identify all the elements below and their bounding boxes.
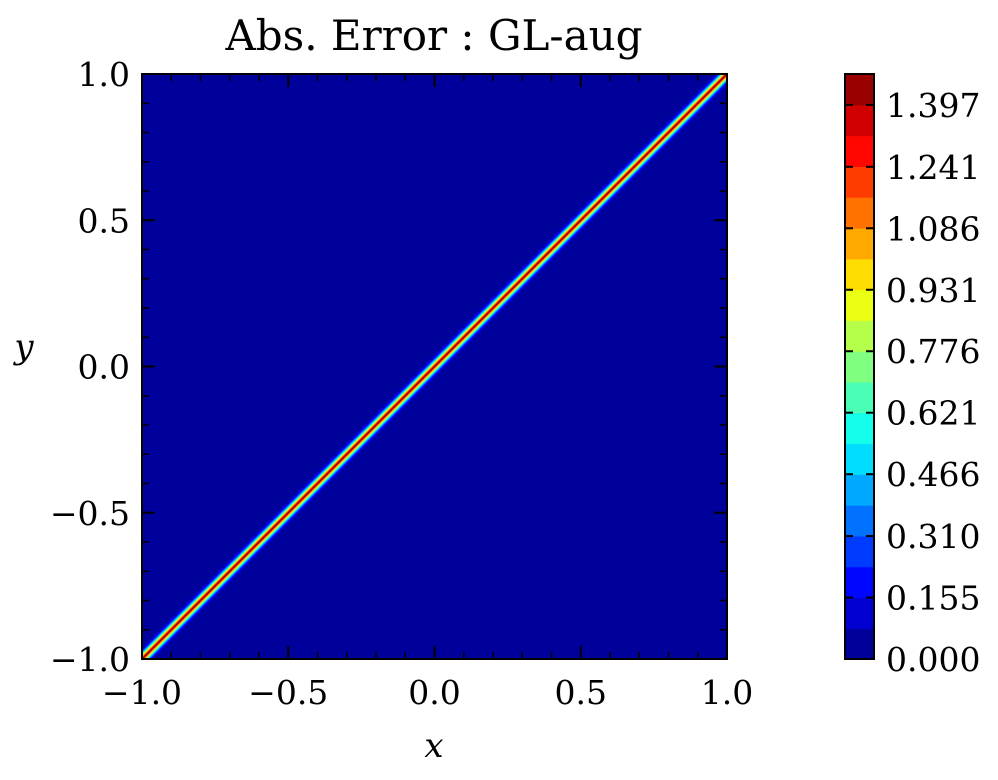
x-tick-label: −0.5	[248, 673, 328, 712]
x-tick-label: 0.5	[555, 673, 607, 712]
colorbar-tick-label: 1.086	[886, 209, 980, 248]
colorbar-band	[845, 566, 874, 599]
colorbar-tick-label: 0.776	[886, 332, 980, 371]
colorbar-ticks: 0.000 0.155 0.310 0.466 0.621 0.776 0.931 1.086…	[845, 86, 980, 679]
colorbar-band	[845, 320, 874, 352]
colorbar-band	[845, 535, 874, 568]
ridge-band-9	[142, 74, 727, 659]
colorbar-tick-label: 0.931	[886, 271, 980, 310]
colorbar-band	[845, 227, 874, 260]
y-tick-label: 0.5	[78, 201, 130, 240]
colorbar-band	[845, 74, 874, 106]
x-tick-label: −1.0	[102, 673, 182, 712]
colorbar-band	[845, 628, 874, 660]
colorbar-band	[845, 258, 874, 291]
colorbar-band	[845, 197, 874, 229]
colorbar-band	[845, 289, 874, 321]
error-ridge	[142, 74, 727, 659]
plot-area: −1.0 −0.5 0.0 0.5 1.0 −1.0 −0.5 0.0 0.5 1.0	[50, 55, 753, 712]
colorbar-band	[845, 166, 874, 198]
chart-title: Abs. Error : GL-aug	[224, 11, 642, 60]
colorbar-band	[845, 135, 874, 167]
colorbar-band	[845, 381, 874, 414]
colorbar-tick-label: 0.466	[886, 455, 980, 494]
x-tick-label: 1.0	[701, 673, 753, 712]
colorbar-tick-label: 1.397	[886, 86, 980, 125]
colorbar-band	[845, 351, 874, 383]
y-tick-label: 0.0	[78, 348, 130, 387]
colorbar-frame	[844, 73, 875, 660]
y-axis-label: y	[12, 327, 34, 367]
y-tick-label: −1.0	[50, 640, 130, 679]
y-tick-label: −0.5	[50, 494, 130, 533]
colorbar-band	[845, 597, 874, 629]
colorbar-tick-label: 1.241	[886, 148, 980, 187]
colorbar: 0.000 0.155 0.310 0.466 0.621 0.776 0.931 1.086…	[844, 73, 980, 679]
y-tick-label: 1.0	[78, 55, 130, 94]
colorbar-tick-label: 0.310	[886, 517, 980, 556]
colorbar-band	[845, 104, 874, 137]
colorbar-tick-label: 0.155	[886, 579, 980, 618]
colorbar-band	[845, 505, 874, 537]
x-tick-label: 0.0	[408, 673, 460, 712]
x-axis-label: x	[424, 726, 443, 766]
colorbar-bands	[845, 74, 874, 660]
colorbar-band	[845, 443, 874, 475]
colorbar-band	[845, 412, 874, 445]
colorbar-tick-label: 0.000	[886, 640, 980, 679]
y-axis-ticks: −1.0 −0.5 0.0 0.5 1.0	[50, 55, 727, 679]
x-axis-ticks: −1.0 −0.5 0.0 0.5 1.0	[102, 74, 753, 712]
colorbar-tick-label: 0.621	[886, 394, 980, 433]
colorbar-band	[845, 474, 874, 506]
